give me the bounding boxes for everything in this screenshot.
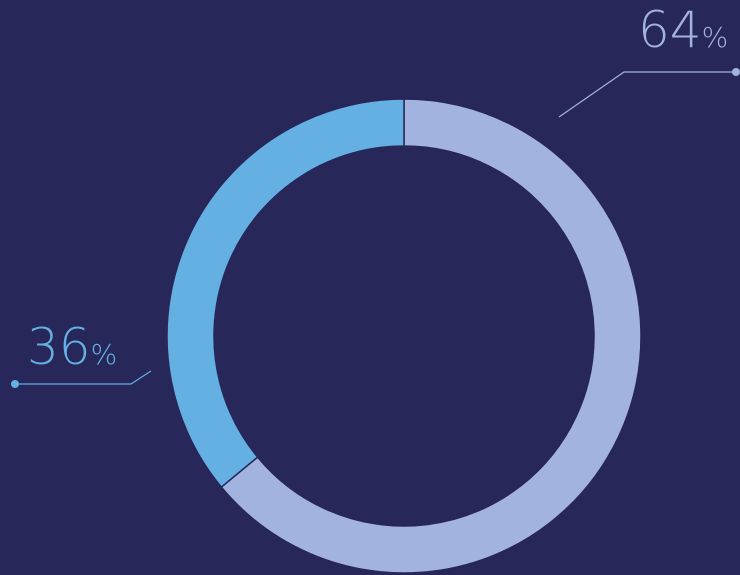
donut-slice-2 [166,98,405,489]
data-label-unit-slice-1: % [702,21,729,54]
leader-line-slice-1 [558,71,736,118]
leader-line-slice-2 [15,370,152,385]
callout-slice-1: 64% [558,1,740,118]
leader-dot-slice-2 [11,380,19,388]
data-label-slice-2: 36% [27,318,117,376]
leader-dot-slice-1 [732,68,740,76]
data-label-slice-1: 64% [638,1,728,59]
donut-slice-1 [220,98,642,574]
callout-slice-2: 36% [11,318,152,388]
data-label-value-slice-2: 36 [27,318,91,376]
donut-slices [166,98,642,574]
data-label-value-slice-1: 64 [638,1,702,59]
data-label-unit-slice-2: % [91,338,118,371]
